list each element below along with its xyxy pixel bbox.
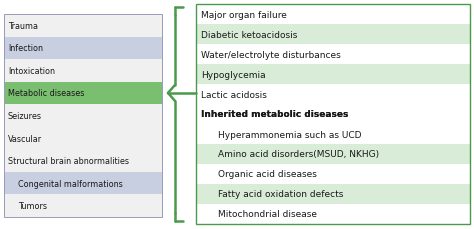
Text: Inherited metabolic diseases: Inherited metabolic diseases (201, 110, 348, 119)
Text: Tumors: Tumors (18, 201, 47, 210)
Bar (196, 144, 470, 164)
Bar (196, 25, 470, 45)
Text: Infection: Infection (8, 44, 43, 53)
Text: Intoxication: Intoxication (8, 67, 55, 76)
Text: Seizures: Seizures (8, 112, 42, 120)
Text: Organic acid diseases: Organic acid diseases (218, 170, 317, 179)
Bar (196, 45, 470, 65)
Text: Congenital malformations: Congenital malformations (18, 179, 123, 188)
Text: Major organ failure: Major organ failure (201, 11, 287, 19)
Text: Vascular: Vascular (8, 134, 42, 143)
Bar (4, 60, 162, 82)
Bar (4, 15, 162, 217)
Bar (4, 127, 162, 150)
Text: Metabolic diseases: Metabolic diseases (8, 89, 84, 98)
Bar (196, 105, 470, 124)
Bar (196, 85, 470, 105)
Bar (4, 105, 162, 127)
Bar (196, 5, 470, 25)
Text: Trauma: Trauma (8, 22, 38, 31)
Bar (196, 124, 470, 144)
Text: Hyperammonemia such as UCD: Hyperammonemia such as UCD (218, 130, 362, 139)
Text: Hypoglycemia: Hypoglycemia (201, 70, 265, 79)
Bar (4, 150, 162, 172)
Bar (4, 82, 162, 105)
Bar (196, 65, 470, 85)
Bar (196, 204, 470, 224)
Bar (196, 164, 470, 184)
Text: Diabetic ketoacidosis: Diabetic ketoacidosis (201, 30, 297, 39)
Bar (4, 195, 162, 217)
Text: Fatty acid oxidation defects: Fatty acid oxidation defects (218, 190, 343, 199)
Text: Structural brain abnormalities: Structural brain abnormalities (8, 156, 129, 165)
Bar (4, 15, 162, 37)
Text: Water/electrolyte disturbances: Water/electrolyte disturbances (201, 50, 341, 59)
Bar (196, 5, 470, 224)
Text: Lactic acidosis: Lactic acidosis (201, 90, 267, 99)
Bar (4, 37, 162, 60)
Text: Amino acid disorders(MSUD, NKHG): Amino acid disorders(MSUD, NKHG) (218, 150, 379, 159)
Bar (196, 184, 470, 204)
Text: Mitochondrial disease: Mitochondrial disease (218, 210, 317, 218)
Text: Inherited metabolic diseases: Inherited metabolic diseases (201, 110, 348, 119)
Bar (4, 172, 162, 195)
